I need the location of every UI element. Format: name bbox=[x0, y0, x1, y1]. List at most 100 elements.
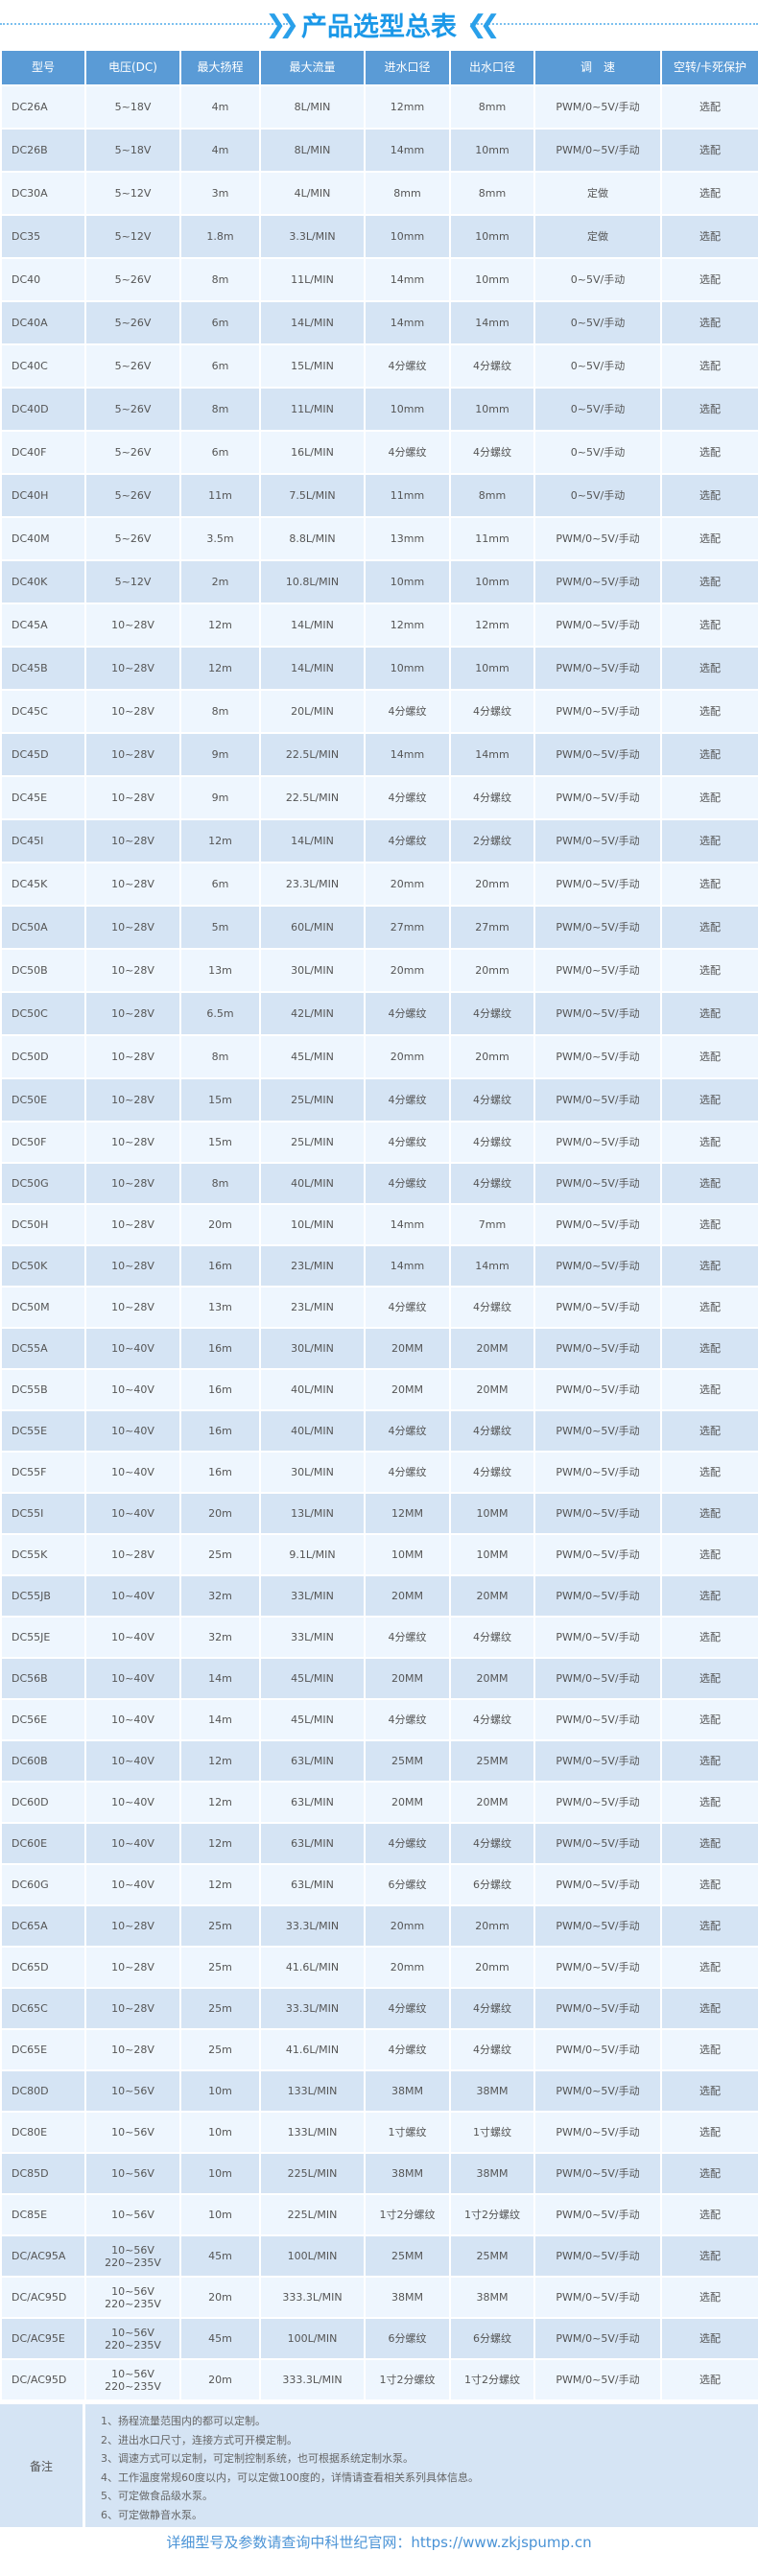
cell-inlet-diameter: 11mm bbox=[364, 473, 451, 518]
cell-dry-run-protection: 选配 bbox=[660, 257, 758, 302]
cell-outlet-diameter: 11mm bbox=[449, 516, 535, 561]
cell-speed-control: 0~5V/手动 bbox=[533, 300, 662, 345]
cell-max-head: 6m bbox=[179, 300, 261, 345]
cell-model: DC80E bbox=[0, 2111, 86, 2154]
cell-voltage: 10~40V bbox=[84, 1781, 181, 1824]
cell-voltage: 10~28V bbox=[84, 775, 181, 820]
cell-voltage: 10~40V bbox=[84, 1574, 181, 1618]
cell-speed-control: PWM/0~5V/手动 bbox=[533, 2111, 662, 2154]
cell-model: DC60B bbox=[0, 1739, 86, 1783]
cell-max-flow: 25L/MIN bbox=[259, 1121, 366, 1164]
table-row: DC65C 10~28V 25m 33.3L/MIN 4分螺纹 4分螺纹 PWM/0~5V/… bbox=[0, 1987, 758, 2030]
cell-inlet-diameter: 25MM bbox=[364, 2234, 451, 2278]
cell-voltage: 5~26V bbox=[84, 343, 181, 389]
cell-outlet-diameter: 38MM bbox=[449, 2276, 535, 2319]
cell-model: DC30A bbox=[0, 171, 86, 216]
cell-model: DC/AC95A bbox=[0, 2234, 86, 2278]
cell-dry-run-protection: 选配 bbox=[660, 1616, 758, 1659]
cell-max-flow: 60L/MIN bbox=[259, 905, 366, 950]
cell-max-flow: 42L/MIN bbox=[259, 991, 366, 1036]
cell-max-flow: 8L/MIN bbox=[259, 84, 366, 130]
cell-dry-run-protection: 选配 bbox=[660, 1946, 758, 1989]
cell-outlet-diameter: 10mm bbox=[449, 387, 535, 432]
cell-speed-control: PWM/0~5V/手动 bbox=[533, 1244, 662, 1288]
cell-model: DC50B bbox=[0, 948, 86, 993]
cell-model: DC55JB bbox=[0, 1574, 86, 1618]
cell-outlet-diameter: 4分螺纹 bbox=[449, 991, 535, 1036]
table-row: DC40K 5~12V 2m 10.8L/MIN 10mm 10mm PWM/0~5V/手动… bbox=[0, 559, 758, 604]
cell-dry-run-protection: 选配 bbox=[660, 1203, 758, 1246]
cell-max-head: 8m bbox=[179, 689, 261, 734]
note-item: 5、可定做食品级水泵。 bbox=[101, 2490, 213, 2502]
cell-outlet-diameter: 4分螺纹 bbox=[449, 1286, 535, 1329]
table-row: DC30A 5~12V 3m 4L/MIN 8mm 8mm 定做 选配 bbox=[0, 171, 758, 216]
cell-outlet-diameter: 4分螺纹 bbox=[449, 775, 535, 820]
cell-inlet-diameter: 20MM bbox=[364, 1574, 451, 1618]
table-row: DC45C 10~28V 8m 20L/MIN 4分螺纹 4分螺纹 PWM/0~5V/手动选… bbox=[0, 689, 758, 734]
table-row: DC56B 10~40V 14m 45L/MIN 20MM 20MM PWM/0~5V/手动… bbox=[0, 1657, 758, 1700]
table-row: DC55I 10~40V 20m 13L/MIN 12MM 10MM PWM/0~5V/手动… bbox=[0, 1492, 758, 1535]
cell-dry-run-protection: 选配 bbox=[660, 516, 758, 561]
cell-model: DC50D bbox=[0, 1034, 86, 1079]
cell-dry-run-protection: 选配 bbox=[660, 1327, 758, 1370]
cell-outlet-diameter: 8mm bbox=[449, 84, 535, 130]
cell-dry-run-protection: 选配 bbox=[660, 1286, 758, 1329]
cell-speed-control: 0~5V/手动 bbox=[533, 387, 662, 432]
cell-outlet-diameter: 4分螺纹 bbox=[449, 689, 535, 734]
cell-dry-run-protection: 选配 bbox=[660, 1244, 758, 1288]
header-inlet-diameter: 进水口径 bbox=[364, 49, 451, 86]
cell-max-head: 20m bbox=[179, 2358, 261, 2401]
cell-speed-control: PWM/0~5V/手动 bbox=[533, 1616, 662, 1659]
cell-voltage: 10~28V bbox=[84, 646, 181, 691]
cell-model: DC40A bbox=[0, 300, 86, 345]
cell-inlet-diameter: 10mm bbox=[364, 559, 451, 604]
cell-outlet-diameter: 20mm bbox=[449, 1946, 535, 1989]
cell-voltage: 10~28V bbox=[84, 1121, 181, 1164]
cell-speed-control: PWM/0~5V/手动 bbox=[533, 1657, 662, 1700]
cell-outlet-diameter: 4分螺纹 bbox=[449, 1451, 535, 1494]
header-speed-control: 调 速 bbox=[533, 49, 662, 86]
cell-max-head: 32m bbox=[179, 1574, 261, 1618]
table-row: DC55F 10~40V 16m 30L/MIN 4分螺纹 4分螺纹 PWM/0~5V/手动… bbox=[0, 1451, 758, 1494]
cell-voltage: 10~28V bbox=[84, 2028, 181, 2071]
note-item: 1、扬程流量范围内的都可以定制。 bbox=[101, 2415, 266, 2427]
cell-dry-run-protection: 选配 bbox=[660, 1492, 758, 1535]
cell-max-head: 16m bbox=[179, 1409, 261, 1453]
header-dry-run-protection: 空转/卡死保护 bbox=[660, 49, 758, 86]
page-title: 产品选型总表 bbox=[297, 6, 461, 43]
cell-dry-run-protection: 选配 bbox=[660, 1533, 758, 1576]
cell-max-flow: 14L/MIN bbox=[259, 603, 366, 648]
cell-max-head: 13m bbox=[179, 1286, 261, 1329]
header-max-head: 最大扬程 bbox=[179, 49, 261, 86]
cell-outlet-diameter: 4分螺纹 bbox=[449, 430, 535, 475]
cell-inlet-diameter: 4分螺纹 bbox=[364, 1822, 451, 1865]
cell-inlet-diameter: 4分螺纹 bbox=[364, 1077, 451, 1123]
cell-inlet-diameter: 4分螺纹 bbox=[364, 775, 451, 820]
cell-dry-run-protection: 选配 bbox=[660, 1121, 758, 1164]
dotted-divider-left bbox=[0, 23, 288, 25]
cell-inlet-diameter: 14mm bbox=[364, 257, 451, 302]
cell-max-flow: 14L/MIN bbox=[259, 818, 366, 863]
note-item: 4、工作温度常规60度以内，可以定做100度的，详情请查看相关系列具体信息。 bbox=[101, 2470, 479, 2484]
cell-inlet-diameter: 4分螺纹 bbox=[364, 2028, 451, 2071]
cell-max-flow: 63L/MIN bbox=[259, 1822, 366, 1865]
cell-speed-control: PWM/0~5V/手动 bbox=[533, 1451, 662, 1494]
cell-max-head: 15m bbox=[179, 1077, 261, 1123]
cell-max-head: 11m bbox=[179, 473, 261, 518]
cell-max-head: 10m bbox=[179, 2111, 261, 2154]
cell-inlet-diameter: 4分螺纹 bbox=[364, 1987, 451, 2030]
cell-outlet-diameter: 25MM bbox=[449, 2234, 535, 2278]
table-row: DC40 5~26V 8m 11L/MIN 14mm 10mm 0~5V/手动 选配 bbox=[0, 257, 758, 302]
cell-max-head: 32m bbox=[179, 1616, 261, 1659]
cell-voltage: 5~18V bbox=[84, 84, 181, 130]
cell-voltage: 5~26V bbox=[84, 473, 181, 518]
cell-max-flow: 33L/MIN bbox=[259, 1574, 366, 1618]
notes-section: 备注 1、扬程流量范围内的都可以定制。 2、进出水口尺寸，连接方式可开模定制。 3、… bbox=[0, 2404, 758, 2527]
cell-max-flow: 41.6L/MIN bbox=[259, 2028, 366, 2071]
cell-max-head: 9m bbox=[179, 775, 261, 820]
table-row: DC50G 10~28V 8m 40L/MIN 4分螺纹 4分螺纹 PWM/0~5V/手动选… bbox=[0, 1162, 758, 1205]
cell-speed-control: PWM/0~5V/手动 bbox=[533, 818, 662, 863]
cell-voltage: 10~28V bbox=[84, 1034, 181, 1079]
cell-max-flow: 14L/MIN bbox=[259, 300, 366, 345]
cell-max-flow: 30L/MIN bbox=[259, 1451, 366, 1494]
